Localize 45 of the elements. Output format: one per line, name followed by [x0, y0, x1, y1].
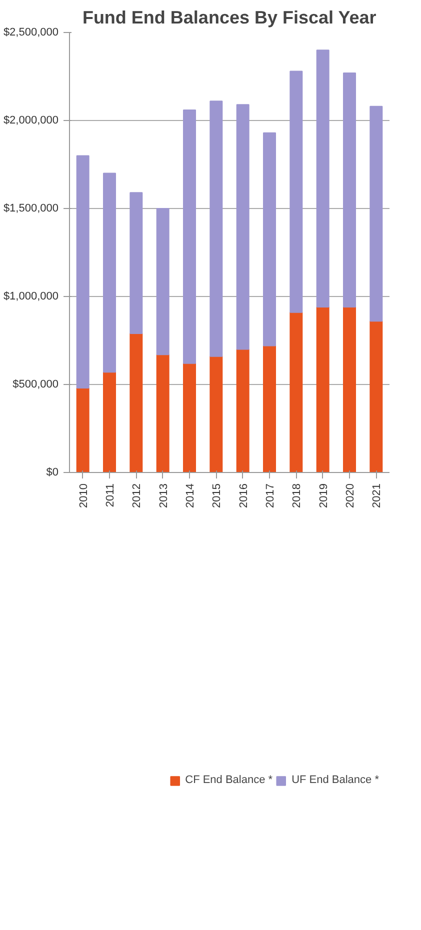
bar	[156, 208, 170, 356]
legend-label: UF End Balance *	[292, 774, 379, 786]
bar	[156, 354, 170, 472]
y-tick-label: $2,500,000	[3, 26, 59, 38]
bar	[290, 70, 303, 313]
bar	[316, 306, 330, 472]
bar	[316, 50, 330, 308]
bar	[343, 72, 356, 308]
x-tick-label: 2020	[344, 483, 356, 508]
bar	[103, 372, 116, 472]
x-tick-label: 2014	[184, 483, 196, 508]
bar	[263, 345, 276, 472]
x-tick-label: 2019	[318, 483, 330, 508]
y-tick-label: $500,000	[12, 378, 59, 390]
x-tick-label: 2016	[238, 483, 250, 508]
bar	[183, 362, 196, 472]
x-tick-label: 2011	[104, 484, 116, 508]
bar	[76, 388, 90, 472]
bar	[263, 132, 276, 346]
x-tick-label: 2010	[78, 483, 90, 508]
y-tick-label: $1,500,000	[3, 202, 59, 214]
bar	[343, 306, 356, 472]
bar	[370, 320, 383, 472]
bar	[236, 348, 250, 472]
bar	[370, 106, 383, 322]
x-tick-label: 2017	[264, 483, 276, 508]
bar	[236, 104, 250, 350]
x-tick-label: 2015	[211, 483, 224, 508]
bar	[130, 192, 143, 334]
x-tick-label: 2018	[291, 483, 304, 508]
y-tick-label: $0	[46, 466, 59, 478]
bar	[210, 356, 223, 472]
bar	[183, 109, 196, 364]
x-tick-label: 2012	[131, 483, 144, 508]
bar	[76, 155, 90, 389]
legend-label: CF End Balance *	[185, 774, 273, 786]
bar	[290, 312, 303, 472]
y-tick-label: $1,000,000	[3, 290, 59, 302]
bar	[130, 332, 143, 472]
x-tick-label: 2013	[158, 483, 170, 508]
chart-title: Fund End Balances By Fiscal Year	[82, 8, 376, 28]
y-tick-label: $2,000,000	[3, 114, 59, 126]
x-tick-label: 2021	[371, 483, 384, 508]
bar	[210, 100, 223, 357]
bar	[103, 172, 116, 373]
